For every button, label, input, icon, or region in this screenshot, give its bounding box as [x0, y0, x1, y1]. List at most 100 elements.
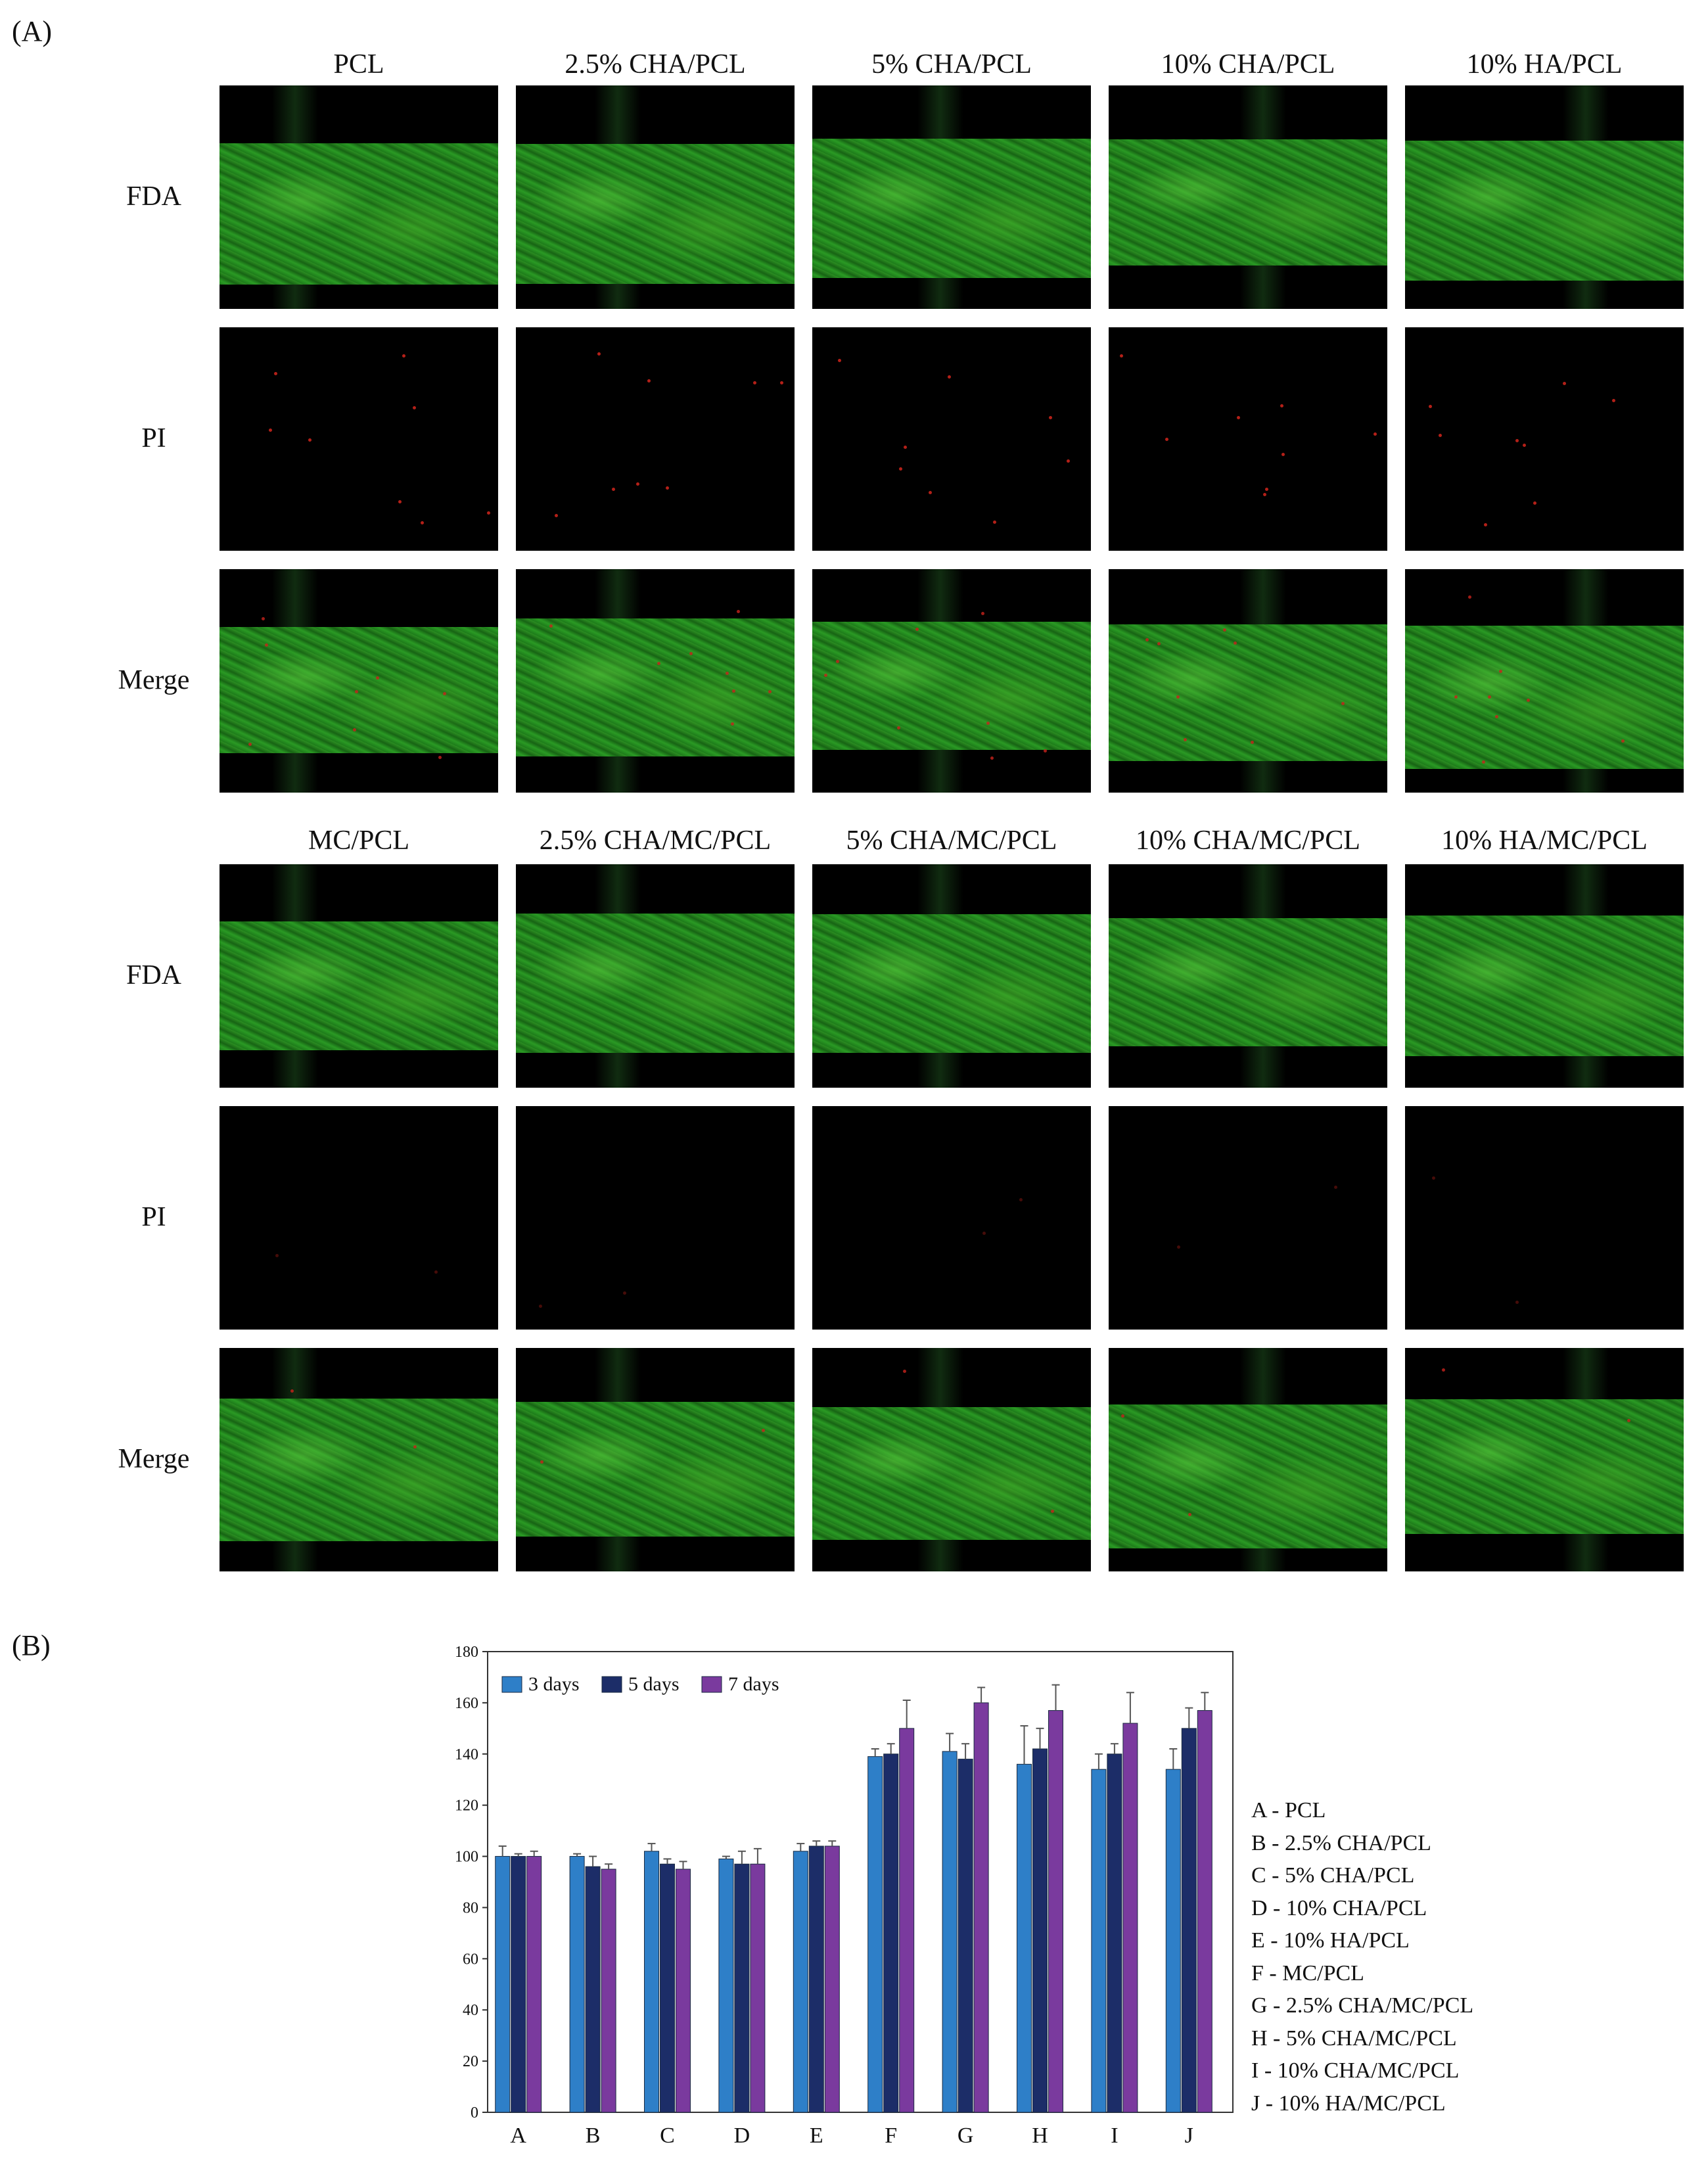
column-title: 2.5% CHA/MC/PCL [539, 825, 772, 856]
x-tick-label: C [660, 2123, 675, 2148]
x-tick-label: G [958, 2123, 974, 2148]
group-legend-item: I - 10% CHA/MC/PCL [1251, 2058, 1460, 2083]
micrograph-merge [1109, 1348, 1387, 1571]
x-tick-label: A [510, 2123, 526, 2148]
bar [526, 1856, 542, 2113]
column-title: 2.5% CHA/PCL [565, 49, 746, 80]
bar [511, 1856, 526, 2113]
legend-label: 7 days [728, 1673, 779, 1695]
row-label: Merge [118, 665, 190, 695]
micrograph-merge [219, 1348, 498, 1571]
bar [793, 1851, 808, 2113]
group-legend-item: C - 5% CHA/PCL [1251, 1863, 1415, 1888]
y-tick-label: 40 [463, 2002, 478, 2019]
legend-swatch [601, 1676, 622, 1693]
y-tick-label: 120 [455, 1798, 478, 1815]
column-title: 5% CHA/MC/PCL [846, 825, 1057, 856]
bar [867, 1756, 883, 2113]
bar [1165, 1769, 1181, 2113]
y-tick-label: 140 [455, 1746, 478, 1763]
legend-label: 5 days [628, 1673, 680, 1695]
micrograph-pi [516, 327, 795, 551]
group-legend-item: F - MC/PCL [1251, 1960, 1364, 1985]
column-title: 10% CHA/MC/PCL [1136, 825, 1360, 856]
micrograph-fda [219, 864, 498, 1088]
bar [585, 1866, 601, 2113]
bar [958, 1759, 973, 2113]
micrograph-pi [219, 1106, 498, 1330]
micrograph-fda [219, 85, 498, 309]
row-label: FDA [126, 960, 182, 990]
column-title: PCL [333, 49, 384, 80]
micrograph-merge [219, 569, 498, 793]
bar [808, 1845, 824, 2113]
bar [644, 1851, 659, 2113]
bar [883, 1753, 899, 2113]
bar [1197, 1710, 1212, 2113]
bar [899, 1728, 915, 2113]
bar [495, 1856, 511, 2113]
micrograph-merge [516, 569, 795, 793]
micrograph-pi [516, 1106, 795, 1330]
column-title: 10% CHA/PCL [1161, 49, 1335, 80]
x-tick-label: H [1032, 2123, 1048, 2148]
panel-a-letter: (A) [12, 15, 53, 47]
micrograph-pi [1109, 327, 1387, 551]
legend-label: 3 days [528, 1673, 580, 1695]
bar [942, 1751, 958, 2113]
bar [734, 1863, 750, 2113]
bar [750, 1863, 766, 2113]
y-tick-label: 60 [463, 1951, 478, 1968]
bar [601, 1868, 616, 2113]
x-tick-label: D [734, 2123, 750, 2148]
y-tick-label: 160 [455, 1695, 478, 1712]
plot-frame [487, 1651, 1234, 2113]
bar [824, 1845, 840, 2113]
micrograph-pi [1109, 1106, 1387, 1330]
micrograph-fda [1405, 864, 1684, 1088]
y-tick-label: 80 [463, 1899, 478, 1916]
bar [676, 1868, 691, 2113]
micrograph-pi [1405, 1106, 1684, 1330]
micrograph-fda [1109, 864, 1387, 1088]
micrograph-merge [1405, 569, 1684, 793]
group-legend-item: J - 10% HA/MC/PCL [1251, 2091, 1446, 2116]
group-legend-item: A - PCL [1251, 1798, 1326, 1822]
micrograph-merge [1405, 1348, 1684, 1571]
panel-b-letter: (B) [12, 1629, 51, 1661]
bar [569, 1856, 585, 2113]
bar [1048, 1710, 1063, 2113]
bar [1122, 1723, 1138, 2113]
x-tick-label: B [586, 2123, 601, 2148]
micrograph-fda [516, 85, 795, 309]
y-tick-label: 20 [463, 2053, 478, 2070]
x-tick-label: F [885, 2123, 897, 2148]
group-legend-item: H - 5% CHA/MC/PCL [1251, 2026, 1457, 2051]
legend-swatch [701, 1676, 722, 1693]
micrograph-merge [812, 569, 1091, 793]
legend-swatch [501, 1676, 522, 1693]
group-legend-item: G - 2.5% CHA/MC/PCL [1251, 1993, 1474, 2018]
micrograph-pi [219, 327, 498, 551]
bar [1032, 1748, 1048, 2113]
column-title: 10% HA/PCL [1466, 49, 1623, 80]
micrograph-merge [516, 1348, 795, 1571]
column-title: 10% HA/MC/PCL [1441, 825, 1648, 856]
row-label: FDA [126, 181, 182, 212]
x-tick-label: I [1111, 2123, 1118, 2148]
row-label: PI [141, 1202, 166, 1232]
group-legend-item: B - 2.5% CHA/PCL [1251, 1830, 1431, 1855]
bar [718, 1858, 734, 2113]
group-legend: A - PCL B - 2.5% CHA/PCL C - 5% CHA/PCL … [1251, 1794, 1473, 2120]
group-legend-item: E - 10% HA/PCL [1251, 1928, 1410, 1953]
y-tick-label: 0 [471, 2104, 478, 2122]
bar [1091, 1769, 1107, 2113]
row-label: Merge [118, 1444, 190, 1474]
bar [1181, 1728, 1197, 2113]
bar [973, 1702, 989, 2113]
column-title: MC/PCL [308, 825, 410, 856]
row-label: PI [141, 423, 166, 453]
y-tick-label: 100 [455, 1849, 478, 1866]
micrograph-merge [1109, 569, 1387, 793]
micrograph-fda [1405, 85, 1684, 309]
